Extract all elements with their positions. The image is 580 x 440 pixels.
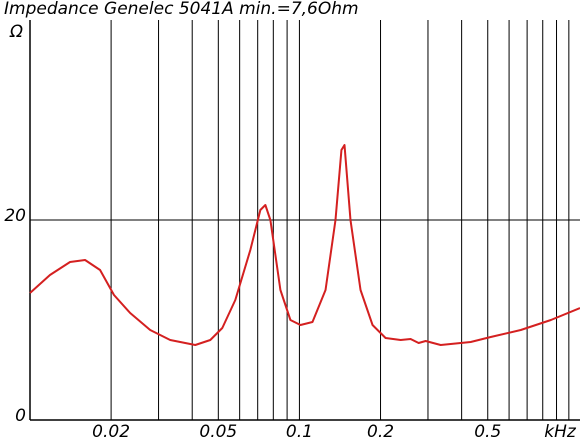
x-tick-label: 0.5: [474, 422, 501, 440]
x-axis-label: kHz: [544, 422, 577, 440]
y-tick-label: 20: [4, 206, 26, 226]
y-tick-label: 0: [15, 406, 26, 426]
y-axis-label: Ω: [9, 22, 23, 42]
x-tick-label: 0.1: [286, 422, 313, 440]
chart-title: Impedance Genelec 5041A min.=7,6Ohm: [4, 0, 359, 19]
x-tick-label: 0.05: [199, 422, 237, 440]
impedance-line: [29, 144, 580, 346]
x-tick-label: 0.02: [92, 422, 130, 440]
x-tick-label: 0.2: [367, 422, 394, 440]
